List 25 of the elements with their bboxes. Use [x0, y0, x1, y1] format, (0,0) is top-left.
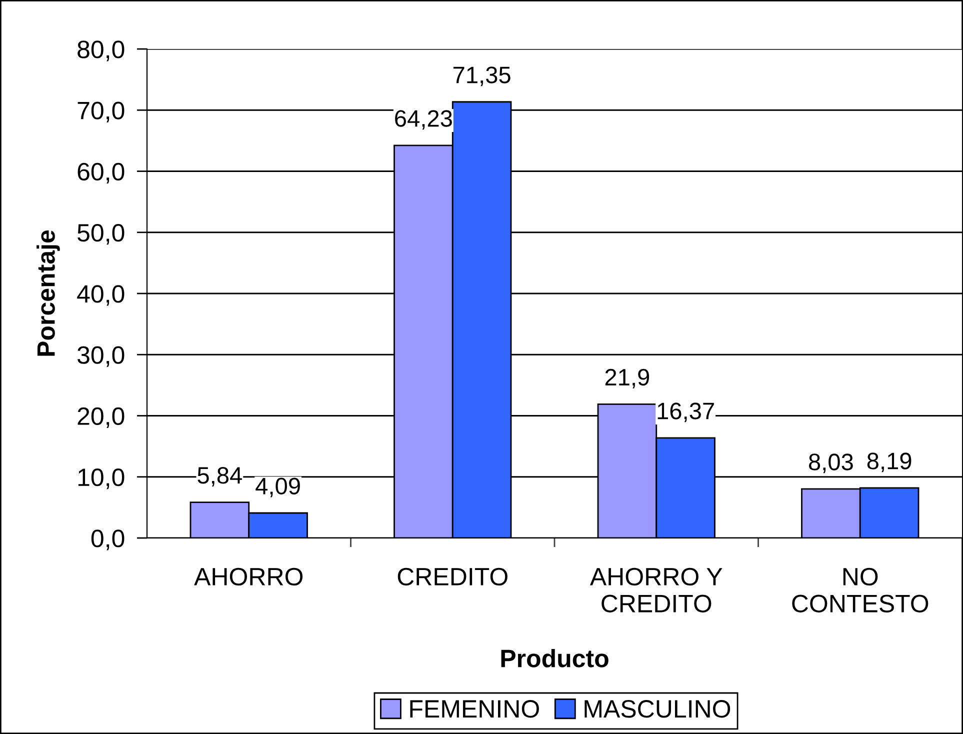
data-label: 4,09	[256, 478, 300, 498]
y-axis-title: Porcentaje	[36, 230, 60, 356]
x-tick-label: CREDITO	[398, 568, 508, 586]
y-tick-label: 70,0	[78, 102, 124, 122]
legend-label: MASCULINO	[584, 700, 730, 718]
legend-label: FEMENINO	[410, 700, 539, 718]
x-tick-label: NO CONTESTO	[792, 568, 928, 612]
data-label: 8,19	[867, 452, 912, 472]
y-tick-label: 50,0	[78, 224, 124, 245]
y-tick-label: 60,0	[78, 162, 124, 184]
x-axis-title: Producto	[501, 649, 608, 668]
x-tick-label: AHORRO Y CREDITO	[590, 568, 722, 612]
y-tick-label: 80,0	[78, 40, 124, 62]
data-label: 8,03	[808, 454, 853, 474]
data-label: 71,35	[453, 66, 510, 86]
data-label: 16,37	[658, 402, 714, 422]
data-label: 5,84	[198, 467, 242, 487]
x-tick-label: AHORRO	[194, 568, 303, 586]
y-tick-label: 10,0	[78, 468, 124, 490]
y-tick-label: 40,0	[77, 285, 124, 306]
data-label: 21,9	[605, 368, 650, 388]
y-tick-label: 20,0	[78, 407, 124, 428]
y-tick-label: 30,0	[77, 346, 124, 367]
data-label: 64,23	[395, 110, 452, 130]
y-tick-label: 0,0	[91, 530, 124, 550]
